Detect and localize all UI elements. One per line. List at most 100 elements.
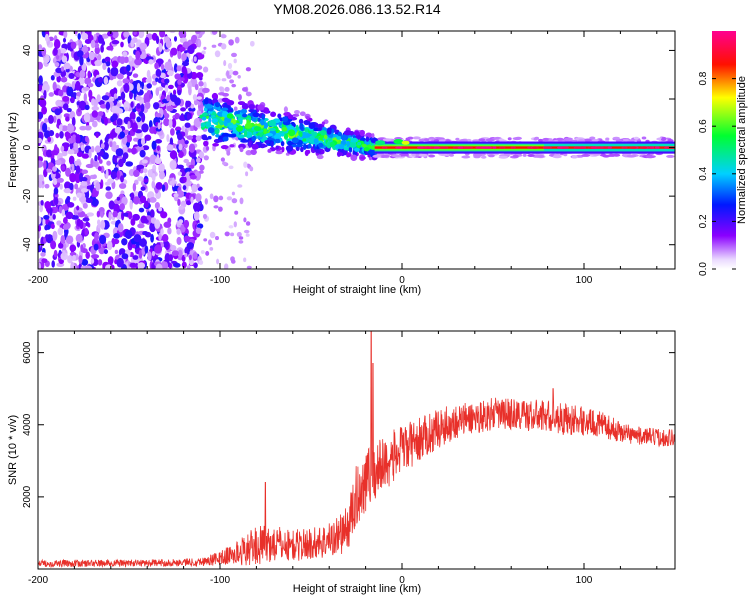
spectrogram-cell	[38, 111, 44, 120]
spectrogram-cell	[145, 78, 152, 83]
spectrogram-cell	[66, 196, 71, 201]
spectrogram-cell	[147, 251, 152, 262]
spectrogram-cell	[180, 107, 187, 112]
spectrogram-cell	[85, 221, 90, 227]
spectrogram-cell	[52, 166, 58, 172]
spectrogram-cell	[114, 126, 123, 134]
spectrogram-cell	[418, 138, 425, 142]
spectrogram-cell	[93, 33, 97, 41]
spectrogram-cell	[38, 262, 42, 269]
spectrogram-cell	[183, 235, 190, 242]
spectrogram-cell	[196, 72, 204, 79]
spectrogram-cell	[622, 138, 630, 142]
spectrogram-cell	[423, 138, 430, 142]
spectrogram-cell	[101, 40, 106, 46]
spectrogram-cell	[137, 223, 145, 229]
spectrogram-cell	[215, 134, 220, 138]
spectrogram-cell	[372, 154, 382, 158]
spectrogram-cell	[106, 240, 113, 251]
spectrogram-cell	[214, 77, 221, 82]
spectrogram-cell	[171, 177, 175, 188]
spectrogram-cell	[645, 155, 656, 159]
x-tick-label: -100	[210, 575, 230, 586]
spectrogram-cell	[82, 54, 89, 59]
spectrogram-cell	[72, 196, 77, 201]
spectrogram-cell	[86, 212, 94, 217]
spectrogram-cell	[233, 58, 237, 64]
spectrogram-cell	[261, 114, 265, 121]
spectrogram-cell	[361, 143, 367, 148]
spectrogram-cell	[193, 56, 197, 62]
spectrogram-cell	[41, 258, 48, 264]
spectrogram-cell	[119, 203, 125, 211]
spectrogram-cell	[100, 44, 104, 53]
spectrogram-cell	[188, 143, 196, 153]
spectrogram-cell	[177, 79, 182, 85]
spectrogram-cell	[176, 236, 182, 245]
spectrogram-cell	[123, 83, 130, 93]
spectrogram-cell	[212, 143, 220, 147]
spectrogram-cell	[44, 183, 50, 189]
spectrogram-cell	[198, 80, 204, 87]
spectrogram-cell	[164, 84, 169, 94]
spectrogram-cell	[226, 150, 231, 156]
spectrogram-cell	[62, 103, 69, 111]
spectrogram-cell	[71, 163, 75, 174]
spectrogram-cell	[226, 113, 234, 119]
spectrogram-cell	[251, 117, 257, 122]
spectrogram-cell	[60, 66, 65, 72]
spectrogram-cell	[116, 196, 121, 201]
spectrogram-cell	[178, 46, 186, 52]
spectrogram-cell	[46, 207, 51, 214]
spectrogram-cell	[100, 103, 108, 109]
spectrogram-cell	[112, 141, 117, 147]
spectrogram-cell	[596, 146, 604, 149]
spectrogram-cell	[260, 119, 265, 126]
spectrogram-y-axis-label: Frequency (Hz)	[7, 112, 19, 188]
spectrogram-cell	[222, 92, 229, 97]
spectrogram-cell	[183, 219, 190, 229]
spectrogram-cell	[150, 233, 155, 243]
spectrogram-cell	[418, 153, 428, 157]
spectrogram-cell	[401, 140, 410, 145]
spectrogram-cell	[98, 207, 105, 214]
spectrogram-cell	[144, 245, 149, 254]
spectrogram-cell	[56, 118, 62, 126]
spectrogram-cell	[299, 111, 306, 117]
spectrogram-cell	[164, 61, 173, 71]
spectrogram-cell	[105, 168, 109, 179]
spectrogram-cell	[94, 232, 99, 242]
spectrogram-cell	[200, 250, 205, 254]
spectrogram-cell	[47, 136, 52, 143]
spectrogram-cell	[155, 263, 163, 269]
spectrogram-cell	[94, 42, 100, 49]
spectrogram-cell	[246, 265, 252, 269]
spectrogram-cell	[367, 149, 376, 155]
spectrogram-cell	[108, 97, 115, 102]
spectrogram-cell	[237, 134, 246, 139]
spectrogram-cell	[130, 39, 135, 48]
spectrogram-cell	[135, 95, 142, 102]
spectrogram-cell	[573, 146, 581, 149]
spectrogram-cell	[161, 184, 166, 192]
spectrogram-cell	[45, 149, 53, 158]
x-tick-label: 100	[576, 275, 593, 286]
spectrogram-cell	[337, 152, 344, 156]
spectrogram-cell	[75, 80, 81, 91]
spectrogram-cell	[106, 160, 111, 166]
spectrogram-cell	[53, 47, 58, 56]
spectrogram-cell	[108, 211, 112, 221]
spectrogram-cell	[548, 138, 553, 142]
spectrogram-cell	[79, 69, 86, 79]
spectrogram-cell	[98, 159, 103, 164]
spectrogram-cell	[176, 190, 185, 198]
spectrogram-cell	[154, 219, 161, 229]
spectrogram-cell	[166, 134, 170, 143]
spectrogram-cell	[224, 231, 230, 237]
spectrogram-cell	[76, 91, 81, 97]
spectrogram-cell	[196, 183, 200, 188]
spectrogram-cell	[120, 41, 124, 48]
spectrogram-cell	[607, 146, 612, 149]
spectrogram-cell	[55, 132, 60, 139]
